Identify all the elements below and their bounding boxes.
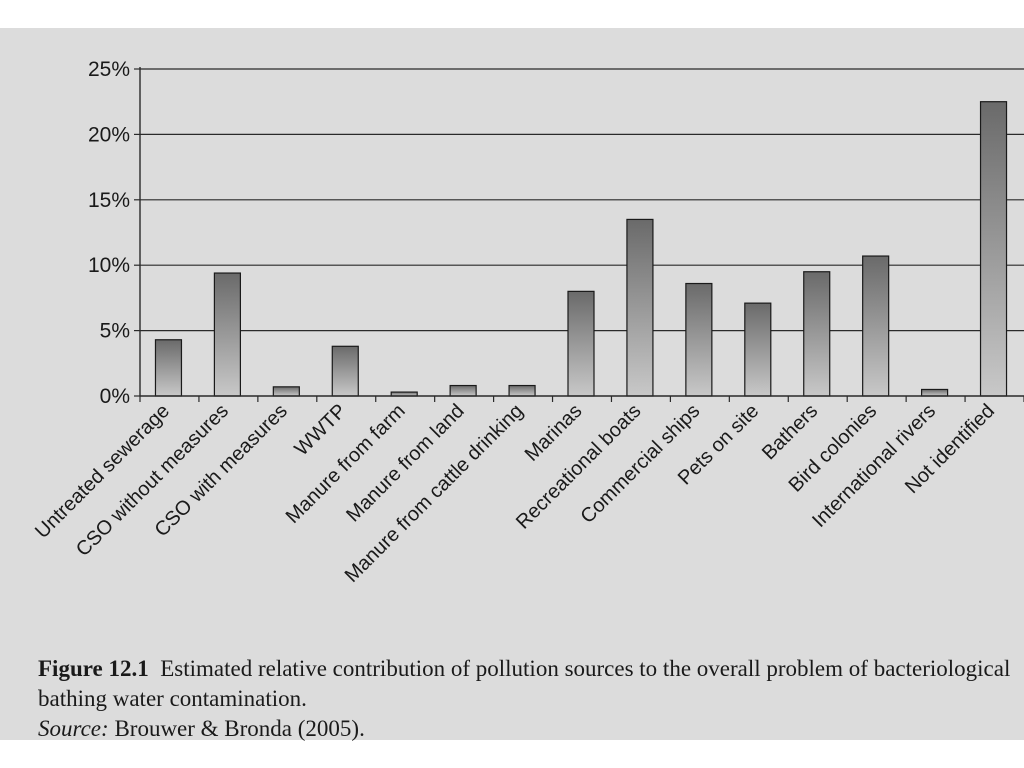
bar: [213, 272, 241, 397]
bar: [567, 290, 595, 397]
figure-caption: Figure 12.1 Estimated relative contribut…: [38, 654, 1013, 744]
bar: [803, 271, 831, 397]
bars: [154, 101, 1008, 397]
caption-source-label: Source:: [38, 716, 109, 741]
bar: [744, 302, 772, 397]
bar: [449, 384, 477, 397]
y-tick-label: 5%: [100, 320, 130, 343]
caption-source-text: Brouwer & Bronda (2005).: [114, 716, 365, 741]
bar: [626, 218, 654, 397]
bar: [979, 101, 1008, 397]
bar: [154, 339, 183, 397]
bar: [862, 255, 890, 397]
bar: [920, 388, 949, 397]
bar: [331, 345, 359, 397]
y-tick-label: 25%: [88, 58, 130, 81]
y-tick-label: 15%: [88, 189, 130, 212]
y-tick-label: 10%: [88, 254, 130, 277]
axes: [139, 67, 1024, 402]
bar: [685, 282, 713, 397]
caption-label: Figure 12.1: [38, 656, 149, 681]
caption-text: Estimated relative contribution of pollu…: [38, 656, 1011, 711]
bar: [272, 386, 300, 397]
y-tick-label: 0%: [100, 385, 130, 408]
bar: [508, 384, 536, 397]
y-tick-label: 20%: [88, 123, 130, 146]
y-axis-ticks: 0% 5% 10% 15% 20% 25%: [88, 58, 140, 408]
figure: 0% 5% 10% 15% 20% 25% Untreated sewerage CSO w…: [0, 28, 1024, 741]
